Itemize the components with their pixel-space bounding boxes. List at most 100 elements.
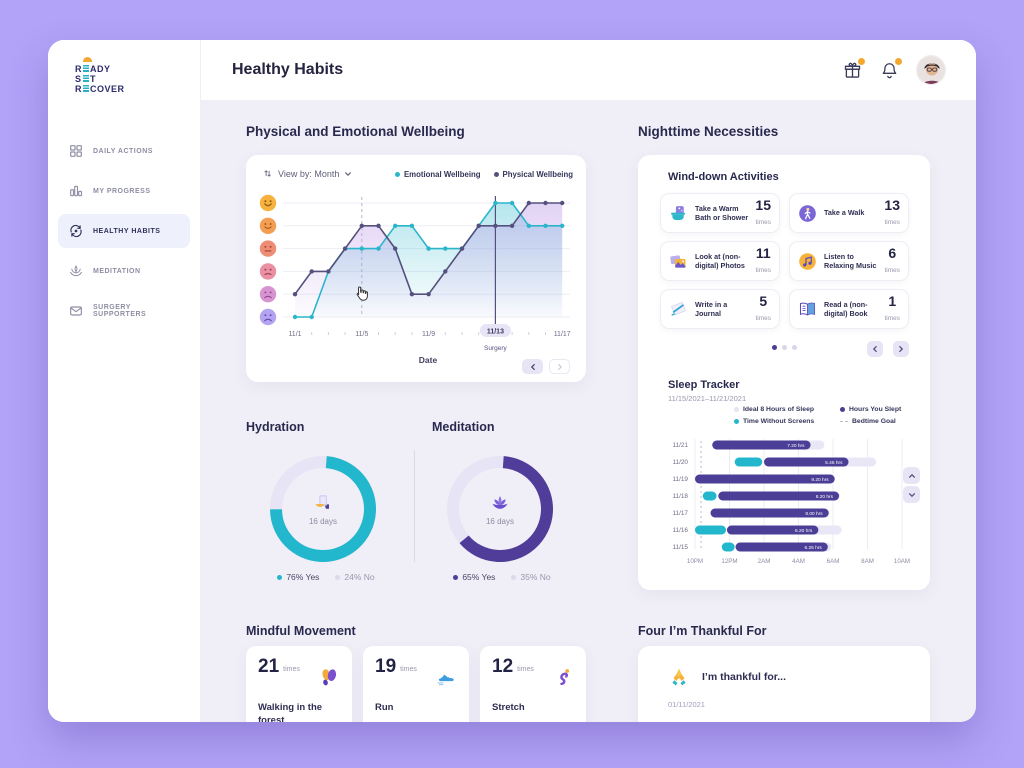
winddown-card-label: Read a (non-digital) Book xyxy=(824,299,868,318)
svg-text:6.20 hrs: 6.20 hrs xyxy=(795,528,813,534)
carousel-dot-3[interactable] xyxy=(791,345,797,350)
svg-text:8AM: 8AM xyxy=(861,558,874,565)
svg-text:11/17: 11/17 xyxy=(554,331,571,338)
svg-text:10AM: 10AM xyxy=(894,558,910,565)
svg-text:11/16: 11/16 xyxy=(672,527,688,534)
winddown-card-take-a-walk: Take a Walk 13 times xyxy=(789,193,909,233)
winddown-card-count: 11 times xyxy=(755,245,771,274)
svg-text:6AM: 6AM xyxy=(827,558,840,565)
chart-prev-button[interactable] xyxy=(522,359,543,374)
carousel-dot-1[interactable] xyxy=(771,345,777,350)
gift-icon[interactable] xyxy=(842,57,865,81)
chart-next-button[interactable] xyxy=(549,359,570,374)
svg-text:11/19: 11/19 xyxy=(672,476,688,483)
journal-icon xyxy=(668,299,689,320)
mindful-unit: times xyxy=(517,666,534,673)
winddown-next-button[interactable] xyxy=(893,341,909,357)
sidebar-item-label: MEDITATION xyxy=(93,267,141,275)
pray-icon xyxy=(668,666,690,688)
sidebar-item-meditation[interactable]: MEDITATION xyxy=(58,254,190,288)
winddown-title: Wind-down Activities xyxy=(668,171,779,183)
book-icon xyxy=(797,299,818,320)
winddown-prev-button[interactable] xyxy=(867,341,883,357)
wellbeing-chart-card: View by: Month Emotional Wellbeing Physic… xyxy=(246,155,586,382)
sidebar-item-healthy-habits[interactable]: HEALTHY HABITS xyxy=(58,214,190,248)
page-title: Healthy Habits xyxy=(232,61,344,78)
hydration-donut: 16 days xyxy=(263,449,383,569)
mindful-label: Walking in the forest xyxy=(258,702,323,722)
svg-text:4AM: 4AM xyxy=(792,558,805,565)
sleep-title: Sleep Tracker xyxy=(668,379,740,391)
sleep-scroll-down-button[interactable] xyxy=(903,486,920,503)
carousel-dot-2[interactable] xyxy=(781,345,787,350)
sort-arrows-icon xyxy=(262,168,273,179)
winddown-card-label: Look at (non-digital) Photos xyxy=(695,251,745,270)
sidebar-item-my-progress[interactable]: MY PROGRESS xyxy=(58,174,190,208)
view-by-dropdown[interactable]: View by: Month xyxy=(262,168,352,179)
mindful-count: 21 xyxy=(258,656,280,677)
svg-text:7.20 hrs: 7.20 hrs xyxy=(787,443,805,449)
svg-text:11/9: 11/9 xyxy=(422,331,435,338)
sleep-legend-ideal-8-hours-of-sleep: Ideal 8 Hours of Sleep xyxy=(734,406,840,413)
sidebar-item-label: DAILY ACTIONS xyxy=(93,147,153,155)
water-glass-icon xyxy=(312,492,334,514)
bell-icon[interactable] xyxy=(879,57,902,81)
header: Healthy Habits xyxy=(200,40,976,100)
sleep-chart: 10PM 12PM 2AM 4AM 6AM 8AM 10AM 11/21 7.20 hrs 11/… xyxy=(654,437,910,574)
svg-text:11/17: 11/17 xyxy=(672,510,688,517)
wellbeing-section-title: Physical and Emotional Wellbeing xyxy=(246,124,465,139)
mindful-label: Run xyxy=(375,702,394,713)
svg-text:11/1: 11/1 xyxy=(288,331,301,338)
sidebar-item-surgery-supporters[interactable]: SURGERY SUPPORTERS xyxy=(58,294,190,328)
winddown-card-count: 15 times xyxy=(755,197,771,226)
mood-emoji-big-smile xyxy=(259,194,277,212)
sleep-legend: Ideal 8 Hours of Sleep Hours You Slept Tim… xyxy=(734,406,901,425)
sidebar-item-label: SURGERY SUPPORTERS xyxy=(93,304,147,318)
mood-emoji-smile xyxy=(259,217,277,234)
meditation-title: Meditation xyxy=(432,420,495,434)
sleep-legend-bedtime-goal: Bedtime Goal xyxy=(840,418,901,425)
svg-text:11/21: 11/21 xyxy=(672,442,688,449)
mindful-count: 12 xyxy=(492,656,514,677)
main-content: Physical and Emotional Wellbeing View by… xyxy=(200,100,976,722)
mindful-card-run: 19 times Run xyxy=(363,646,469,722)
mood-emoji-flat xyxy=(259,240,277,257)
winddown-grid: Take a Warm Bath or Shower 15 times Take a … xyxy=(660,193,909,329)
sneaker-icon xyxy=(435,666,457,688)
winddown-card-look-at-non-digital-photos: Look at (non-digital) Photos 11 times xyxy=(660,241,780,281)
sidebar-item-daily-actions[interactable]: DAILY ACTIONS xyxy=(58,134,190,168)
meditation-donut: 16 days xyxy=(440,449,560,569)
winddown-card-label: Write in a Journal xyxy=(695,299,728,318)
wellbeing-chart: 11/1 11/5 11/9 11/13 Surgery 11/17 xyxy=(258,191,574,362)
user-avatar[interactable] xyxy=(916,55,946,85)
mindful-label: Stretch xyxy=(492,702,525,713)
winddown-card-write-in-a-journal: Write in a Journal 5 times xyxy=(660,289,780,329)
meditation-legend: 65% Yes 35% No xyxy=(422,572,582,582)
sleep-legend-time-without-screens: Time Without Screens xyxy=(734,418,840,425)
svg-text:11/18: 11/18 xyxy=(672,493,688,500)
footprints-icon xyxy=(318,666,340,688)
winddown-card-count: 5 times xyxy=(755,293,771,322)
thankful-entry[interactable]: I’m thankful for... xyxy=(668,666,786,688)
donut-divider xyxy=(414,450,415,562)
hydration-title: Hydration xyxy=(246,420,305,434)
winddown-card-label: Listen to Relaxing Music xyxy=(824,251,877,270)
envelope-icon xyxy=(68,303,84,319)
grid-icon xyxy=(68,143,84,159)
mindful-title: Mindful Movement xyxy=(246,624,356,638)
sleep-date-range: 11/15/2021–11/21/2021 xyxy=(668,394,747,403)
sleep-scroll-up-button[interactable] xyxy=(903,467,920,484)
svg-text:9.20 hrs: 9.20 hrs xyxy=(811,477,829,483)
bell-notification-dot xyxy=(895,57,902,65)
habit-refresh-icon xyxy=(68,223,84,239)
meditation-days: 16 days xyxy=(485,517,515,526)
thankful-title: Four I’m Thankful For xyxy=(638,624,767,638)
hydration-days: 16 days xyxy=(308,517,338,526)
logo-arc xyxy=(83,57,92,62)
svg-text:11/15: 11/15 xyxy=(672,544,688,551)
svg-text:10PM: 10PM xyxy=(687,558,703,565)
